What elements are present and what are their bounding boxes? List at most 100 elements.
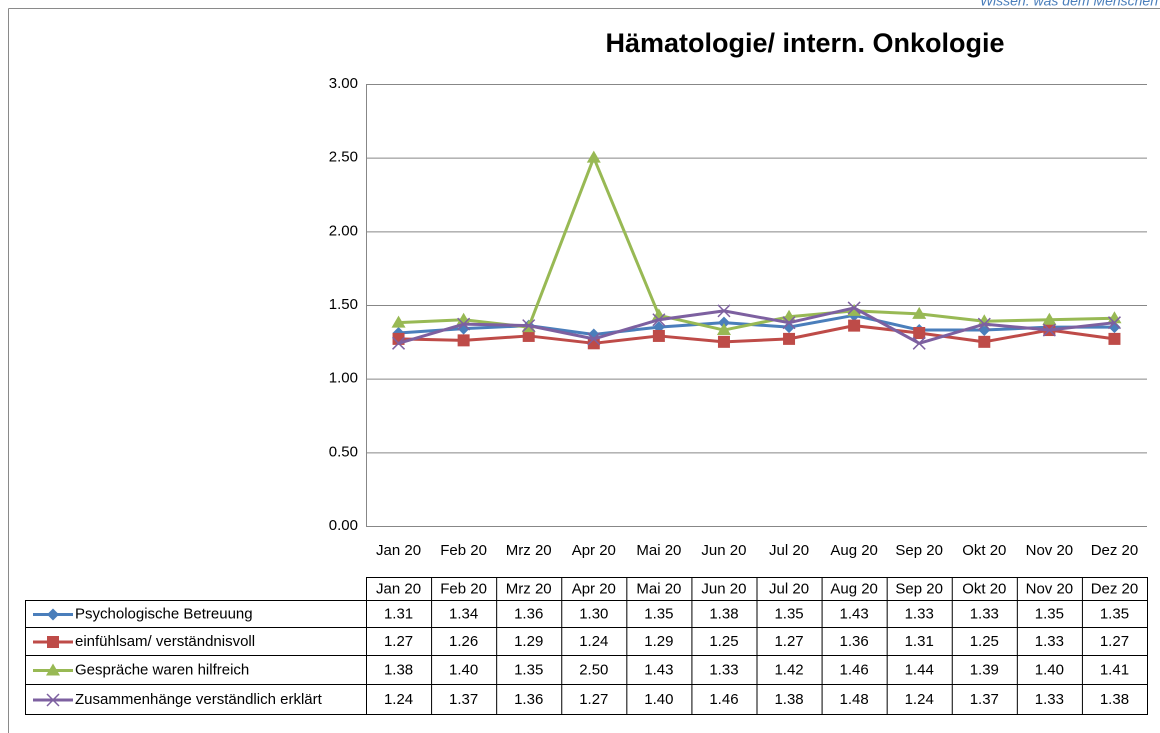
- table-header: Okt 20: [962, 580, 1006, 597]
- table-value: 1.35: [774, 605, 803, 622]
- legend-marker: [46, 693, 60, 707]
- table-value: 1.33: [905, 605, 934, 622]
- table-header: Apr 20: [572, 580, 616, 597]
- table-header: Feb 20: [440, 580, 487, 597]
- point-marker: [717, 335, 730, 348]
- table-value: 1.44: [905, 661, 934, 678]
- table-value: 1.24: [384, 691, 413, 708]
- point-marker: [912, 336, 926, 350]
- point-marker: [847, 301, 861, 315]
- table-value: 1.43: [644, 661, 673, 678]
- table-value: 1.38: [384, 661, 413, 678]
- point-marker: [716, 323, 731, 336]
- point-marker: [587, 332, 601, 346]
- y-tick-label: 1.50: [329, 296, 358, 313]
- point-marker: [1107, 311, 1122, 324]
- point-marker: [457, 317, 471, 331]
- table-header: Nov 20: [1026, 580, 1074, 597]
- table-value: 1.35: [1100, 605, 1129, 622]
- table-value: 2.50: [579, 661, 608, 678]
- table-value: 1.24: [905, 691, 934, 708]
- point-marker: [652, 329, 665, 342]
- point-marker: [1107, 316, 1121, 330]
- table-header: Aug 20: [830, 580, 878, 597]
- x-tick-label: Mrz 20: [506, 542, 552, 559]
- x-tick-label: Dez 20: [1091, 542, 1139, 559]
- table-value: 1.33: [1035, 691, 1064, 708]
- table-header: Mai 20: [636, 580, 681, 597]
- point-marker: [783, 332, 796, 345]
- point-marker: [847, 303, 862, 316]
- table-value: 1.27: [579, 691, 608, 708]
- point-marker: [391, 315, 406, 328]
- legend-marker: [46, 663, 60, 676]
- table-value: 1.25: [709, 633, 738, 650]
- legend-label: Psychologische Betreuung: [75, 605, 253, 622]
- x-tick-label: Feb 20: [440, 542, 487, 559]
- table-value: 1.24: [579, 633, 608, 650]
- table-value: 1.35: [1035, 605, 1064, 622]
- series-line: [398, 156, 1115, 332]
- point-marker: [1042, 312, 1057, 325]
- point-marker: [651, 308, 666, 321]
- table-value: 1.29: [644, 633, 673, 650]
- table-value: 1.27: [774, 633, 803, 650]
- table-value: 1.27: [1100, 633, 1129, 650]
- point-marker: [522, 329, 535, 342]
- table-header: Jul 20: [769, 580, 809, 597]
- table-value: 1.33: [970, 605, 999, 622]
- table-header: Jun 20: [701, 580, 746, 597]
- point-marker: [456, 312, 471, 325]
- y-tick-label: 0.50: [329, 443, 358, 460]
- series-line: [398, 324, 1115, 345]
- table-value: 1.37: [970, 691, 999, 708]
- point-marker: [913, 326, 926, 339]
- x-tick-label: Sep 20: [895, 542, 943, 559]
- table-value: 1.33: [1035, 633, 1064, 650]
- tagline: Wissen. was dem Menschen: [980, 0, 1158, 9]
- table-value: 1.33: [709, 661, 738, 678]
- table-value: 1.36: [514, 605, 543, 622]
- table-value: 1.35: [514, 661, 543, 678]
- x-tick-label: Jun 20: [701, 542, 746, 559]
- point-marker: [522, 319, 536, 333]
- point-marker: [457, 334, 470, 347]
- point-marker: [782, 316, 796, 330]
- y-tick-label: 2.00: [329, 222, 358, 239]
- table-value: 1.39: [970, 661, 999, 678]
- table-value: 1.38: [1100, 691, 1129, 708]
- table-value: 1.43: [840, 605, 869, 622]
- table-value: 1.29: [514, 633, 543, 650]
- table-header: Mrz 20: [506, 580, 552, 597]
- x-tick-label: Aug 20: [830, 542, 878, 559]
- table-value: 1.38: [774, 691, 803, 708]
- table-value: 1.34: [449, 605, 478, 622]
- table-value: 1.31: [905, 633, 934, 650]
- table-value: 1.40: [449, 661, 478, 678]
- table-header: Dez 20: [1091, 580, 1139, 597]
- point-marker: [587, 337, 600, 350]
- table-value: 1.36: [840, 633, 869, 650]
- table-value: 1.25: [970, 633, 999, 650]
- y-tick-label: 2.50: [329, 149, 358, 166]
- table-value: 1.30: [579, 605, 608, 622]
- table-value: 1.27: [384, 633, 413, 650]
- table-value: 1.46: [709, 691, 738, 708]
- legend-label: Gespräche waren hilfreich: [75, 661, 249, 678]
- point-marker: [1108, 332, 1121, 345]
- x-tick-label: Jul 20: [769, 542, 809, 559]
- point-marker: [652, 313, 666, 327]
- point-marker: [392, 336, 406, 350]
- table-header: Jan 20: [376, 580, 421, 597]
- point-marker: [912, 306, 927, 319]
- x-tick-label: Jan 20: [376, 542, 421, 559]
- x-tick-label: Nov 20: [1026, 542, 1074, 559]
- point-marker: [717, 316, 730, 329]
- legend-label: Zusammenhänge verständlich erklärt: [75, 691, 323, 708]
- table-value: 1.40: [644, 691, 673, 708]
- y-tick-label: 0.00: [329, 517, 358, 534]
- point-marker: [1042, 323, 1056, 337]
- table-value: 1.40: [1035, 661, 1064, 678]
- table-value: 1.37: [449, 691, 478, 708]
